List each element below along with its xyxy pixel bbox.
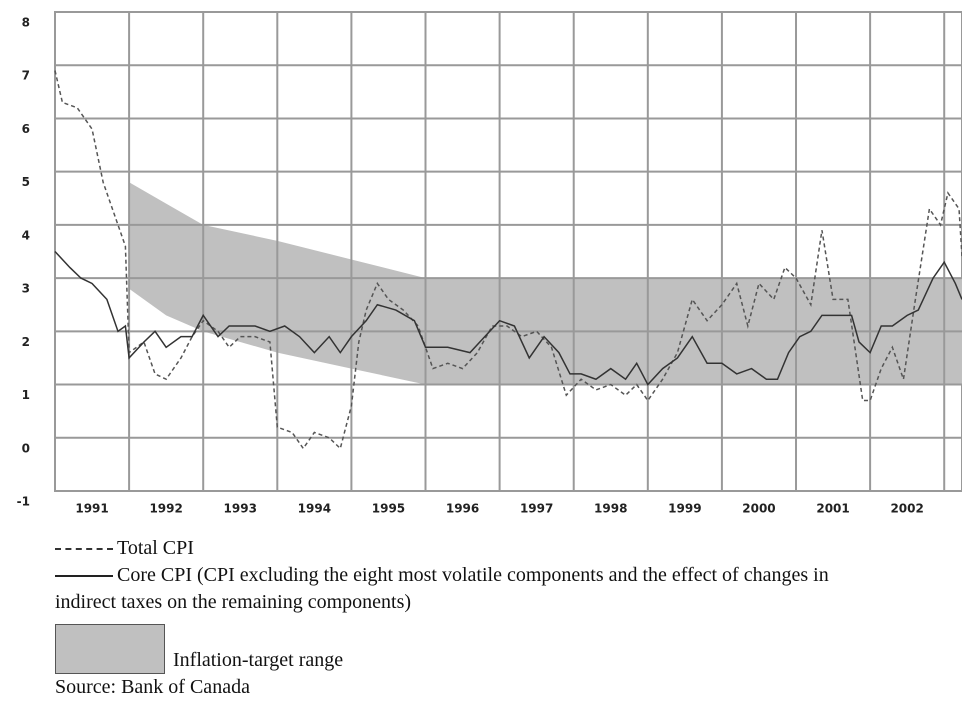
x-tick-label: 2001 — [816, 502, 849, 516]
y-tick-label: 0 — [22, 441, 30, 455]
line-series — [54, 250, 962, 386]
legend: Total CPI Core CPI (CPI excluding the ei… — [55, 535, 835, 701]
legend-swatch — [55, 624, 165, 674]
x-tick-label: 1994 — [298, 502, 331, 516]
x-tick-label: 1991 — [75, 502, 108, 516]
chart: -1 0 1 2 3 4 5 6 7 8 1991 1992 1993 1994 1995 1996 1997 1… — [17, 11, 962, 516]
x-tick-label: 1995 — [372, 502, 405, 516]
target-band — [129, 182, 962, 385]
y-tick-label: 2 — [22, 335, 30, 349]
x-tick-label: 1996 — [446, 502, 479, 516]
x-tick-label: 1993 — [224, 502, 257, 516]
x-tick-label: 2002 — [890, 502, 923, 516]
y-tick-label: 4 — [22, 228, 30, 242]
y-tick-label: 7 — [22, 69, 30, 83]
x-tick-label: 1992 — [149, 502, 182, 516]
legend-label: Total CPI — [117, 537, 194, 559]
y-tick-label: 8 — [22, 16, 30, 30]
legend-entry: Core CPI (CPI excluding the eight most v… — [55, 562, 835, 616]
legend-entry: Inflation-target range — [55, 624, 835, 674]
y-tick-label: 6 — [22, 122, 30, 136]
legend-label: Core CPI (CPI excluding the eight most v… — [55, 564, 829, 613]
x-tick-label: 1997 — [520, 502, 553, 516]
legend-label: Inflation-target range — [173, 649, 344, 671]
legend-entry: Total CPI — [55, 535, 835, 562]
y-tick-label: -1 — [17, 495, 30, 509]
x-tick-label: 1998 — [594, 502, 627, 516]
x-tick-label: 2000 — [742, 502, 775, 516]
y-tick-label: 5 — [22, 175, 30, 189]
source: Source: Bank of Canada — [55, 676, 250, 698]
y-tick-label: 1 — [22, 388, 30, 402]
x-tick-label: 1999 — [668, 502, 701, 516]
y-tick-label: 3 — [22, 282, 30, 296]
